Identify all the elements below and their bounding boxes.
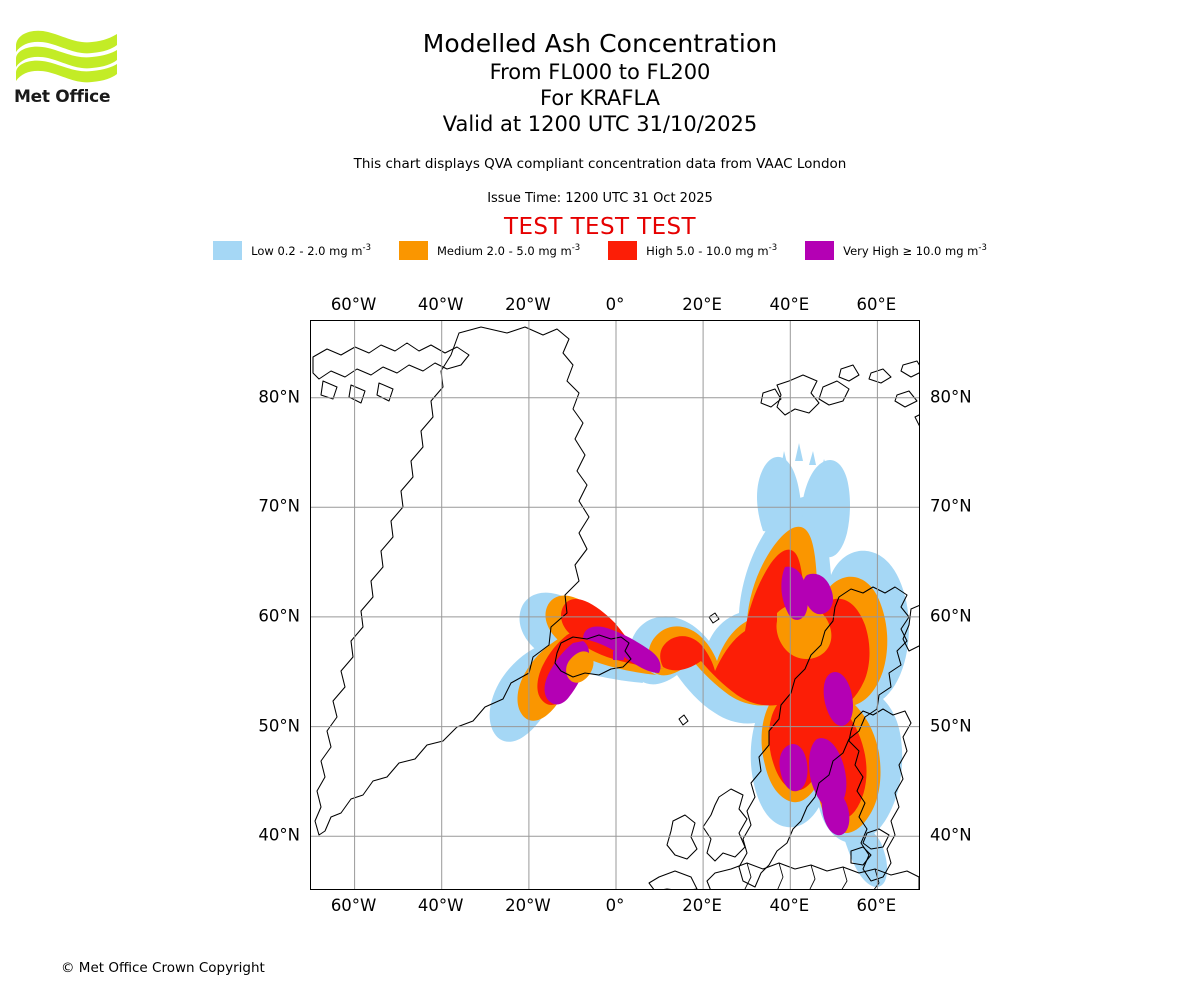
page-title: Modelled Ash Concentration <box>422 29 778 58</box>
lon-tick-top-4: 20°E <box>682 295 722 314</box>
lat-lon-grid <box>311 321 919 889</box>
legend-label-high: High 5.0 - 10.0 mg m-3 <box>646 243 778 258</box>
lon-tick-bottom-0: 60°W <box>330 896 377 915</box>
title-valid-time: Valid at 1200 UTC 31/10/2025 <box>442 112 758 136</box>
map-canvas <box>311 321 919 889</box>
met-office-wave-mark <box>16 30 117 83</box>
legend-item-very-high: Very High ≥ 10.0 mg m-3 <box>805 241 987 260</box>
lat-tick-right-2: 60°N <box>930 606 972 626</box>
legend-label-very-high: Very High ≥ 10.0 mg m-3 <box>843 243 987 258</box>
lat-tick-left-0: 80°N <box>258 387 300 407</box>
title-volcano: For KRAFLA <box>540 86 660 110</box>
lat-tick-right-4: 40°N <box>930 825 972 845</box>
lat-tick-right-3: 50°N <box>930 716 972 736</box>
legend-swatch-low <box>213 241 243 260</box>
legend-item-medium: Medium 2.0 - 5.0 mg m-3 <box>398 241 581 260</box>
lon-tick-top-5: 40°E <box>769 295 810 314</box>
title-flight-levels: From FL000 to FL200 <box>489 60 711 84</box>
test-banner: TEST TEST TEST <box>504 214 696 240</box>
lon-tick-top-1: 40°W <box>417 295 464 314</box>
map-plot-area <box>310 320 920 890</box>
coastline-layer <box>312 326 919 889</box>
lat-tick-left-2: 60°N <box>258 606 300 626</box>
met-office-logo-text: Met Office <box>14 87 111 107</box>
lat-tick-left-1: 70°N <box>258 496 300 516</box>
met-office-logo: Met Office <box>14 24 119 114</box>
issue-time: Issue Time: 1200 UTC 31 Oct 2025 <box>487 191 713 206</box>
lon-tick-bottom-6: 60°E <box>856 896 897 915</box>
concentration-legend: Low 0.2 - 2.0 mg m-3 Medium 2.0 - 5.0 mg… <box>0 241 1200 260</box>
lon-tick-top-6: 60°E <box>856 295 897 314</box>
lon-tick-top-0: 60°W <box>330 295 377 314</box>
plume-very-high-layer <box>544 566 853 836</box>
strapline: This chart displays QVA compliant concen… <box>353 156 847 172</box>
lon-tick-bottom-2: 20°W <box>505 896 551 915</box>
lon-tick-bottom-4: 20°E <box>682 896 722 915</box>
lon-tick-bottom-1: 40°W <box>417 896 464 915</box>
legend-item-high: High 5.0 - 10.0 mg m-3 <box>608 241 777 260</box>
lon-tick-top-2: 20°W <box>505 295 551 314</box>
lat-tick-left-3: 50°N <box>258 716 300 736</box>
legend-label-medium: Medium 2.0 - 5.0 mg m-3 <box>436 243 581 258</box>
ash-plume <box>489 443 909 887</box>
lon-tick-top-3: 0° <box>605 295 625 314</box>
lon-tick-bottom-3: 0° <box>605 896 625 915</box>
lat-tick-right-0: 80°N <box>930 387 972 407</box>
legend-swatch-high <box>608 241 638 260</box>
legend-swatch-medium <box>398 241 428 260</box>
lon-tick-bottom-5: 40°E <box>769 896 810 915</box>
chart-title-block: Modelled Ash Concentration From FL000 to… <box>0 28 1200 137</box>
legend-item-low: Low 0.2 - 2.0 mg m-3 <box>213 241 371 260</box>
lat-tick-left-4: 40°N <box>258 825 300 845</box>
legend-swatch-very-high <box>805 241 835 260</box>
copyright-notice: © Met Office Crown Copyright <box>61 960 265 976</box>
lat-tick-right-1: 70°N <box>930 496 972 516</box>
ash-concentration-map: 60°W 40°W 20°W 0° 20°E 40°E 60°E 60°W 40… <box>258 295 971 915</box>
legend-label-low: Low 0.2 - 2.0 mg m-3 <box>251 243 371 258</box>
